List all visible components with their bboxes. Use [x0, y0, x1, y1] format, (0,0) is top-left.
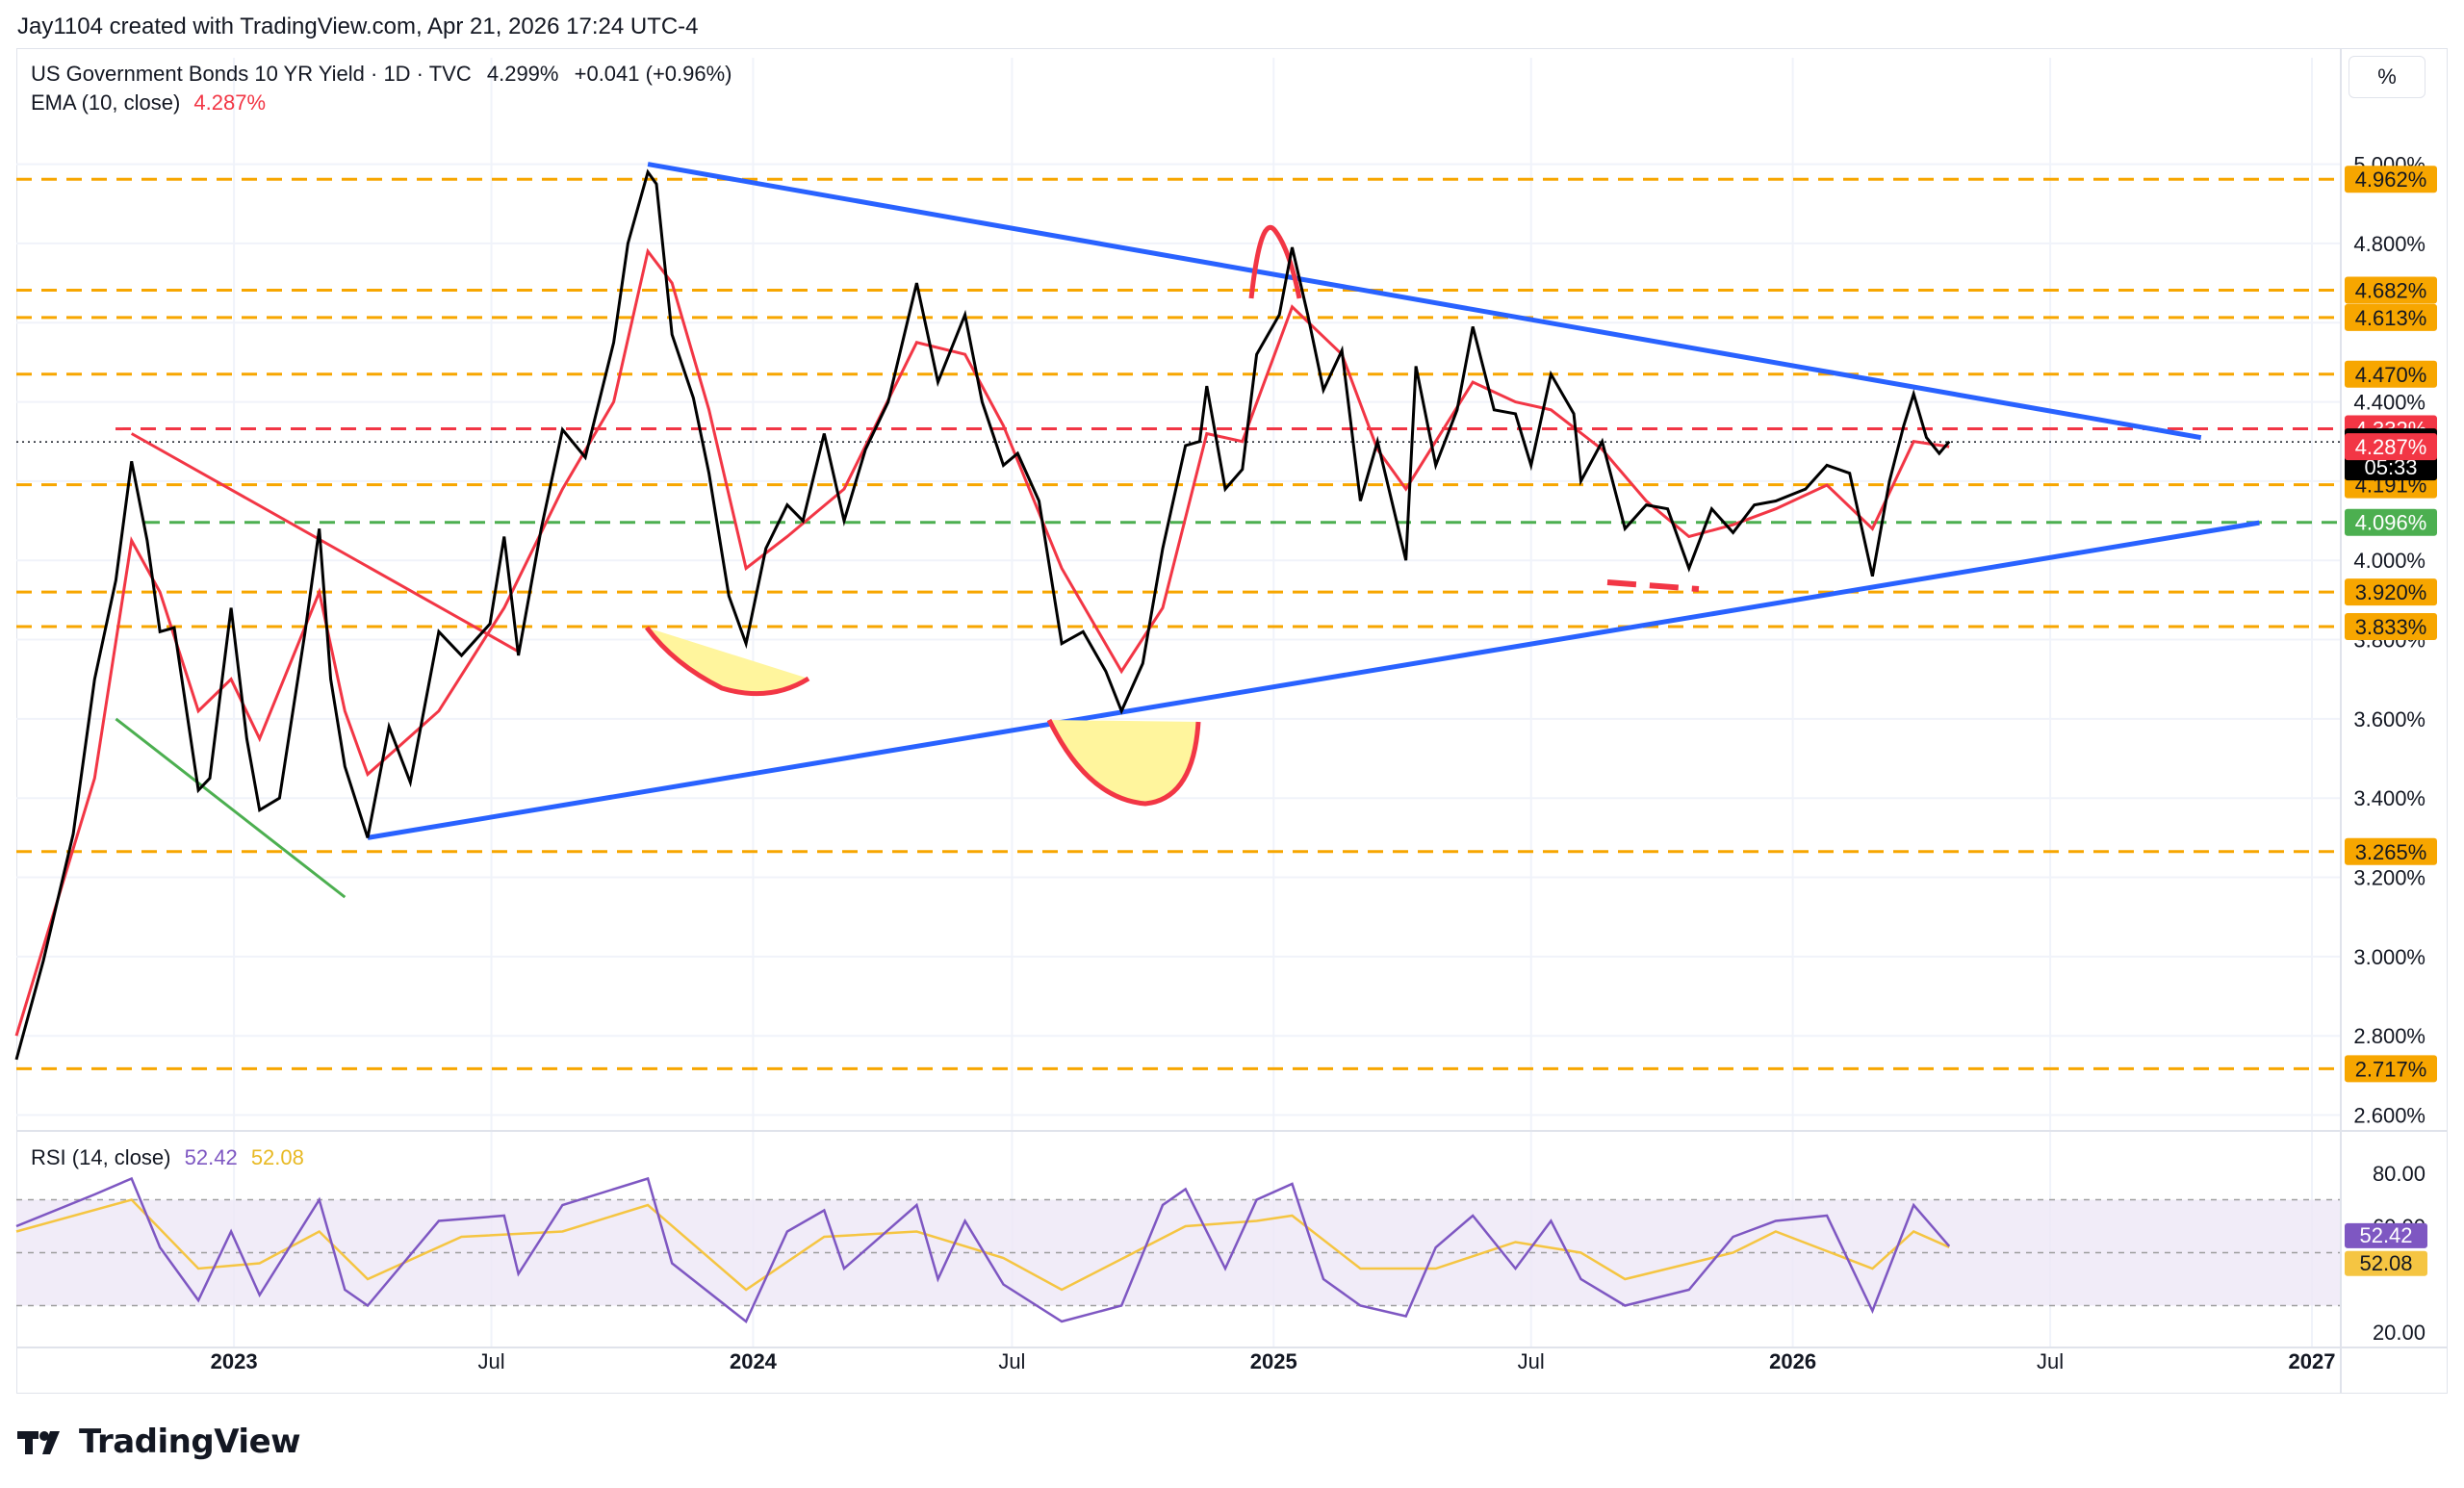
- price-change: +0.041 (+0.96%): [574, 62, 732, 86]
- level-tag-text: 4.613%: [2355, 306, 2427, 330]
- level-tag-text: 4.682%: [2355, 278, 2427, 302]
- level-tag-4.613%: [2345, 303, 2437, 331]
- price-axis-label: 2.600%: [2353, 1104, 2426, 1128]
- price-axis-label: 4.400%: [2353, 391, 2426, 415]
- level-tag-text: 3.265%: [2355, 840, 2427, 864]
- price-axis-label: 3.200%: [2353, 866, 2426, 890]
- horizontal-levels: [16, 177, 2341, 1070]
- rsi-axis-label: 80.00: [2373, 1162, 2426, 1186]
- level-tag-text: 3.920%: [2355, 580, 2427, 604]
- symbol-legend[interactable]: US Government Bonds 10 YR Yield · 1D · T…: [31, 62, 732, 87]
- time-axis-label: Jul: [2037, 1349, 2064, 1373]
- level-tag-4.096%: [2345, 508, 2437, 536]
- rsi-value-tag: [2345, 1222, 2427, 1248]
- level-tag-4.962%: [2345, 166, 2437, 193]
- trendline-green: [115, 717, 346, 899]
- tradingview-logo-text: TradingView: [79, 1423, 301, 1461]
- rsi-line: [15, 1176, 1951, 1323]
- time-axis-label: 2024: [730, 1349, 778, 1373]
- tradingview-logo[interactable]: TradingView: [17, 1423, 301, 1461]
- symbol-title: US Government Bonds 10 YR Yield · 1D · T…: [31, 62, 472, 86]
- level-tag-text: 2.717%: [2355, 1057, 2427, 1081]
- price-line[interactable]: [14, 168, 1951, 1061]
- level-tag-3.920%: [2345, 578, 2437, 606]
- trendline-blue: [367, 520, 2260, 840]
- time-axis: 2023 Jul 2024 Jul 2025 Jul 2026 Jul 2027: [16, 1347, 2448, 1373]
- trendlines: [115, 162, 2260, 899]
- rsi-ma-value: 52.08: [250, 1145, 304, 1169]
- time-axis-label: Jul: [477, 1349, 504, 1373]
- price-axis-tags: 4.962%4.682%4.613%4.470%4.332%4.191%4.09…: [2345, 166, 2437, 1276]
- highlight-support-dashes: [1606, 579, 1700, 592]
- level-tag-4.682%: [2345, 276, 2437, 304]
- highlight-2023-low: [644, 626, 810, 697]
- chart-frame: [16, 48, 2448, 1394]
- price-axis-label: 4.800%: [2353, 232, 2426, 256]
- grid-lines: [16, 58, 2341, 1347]
- drawing-annotations: [644, 224, 1700, 807]
- time-axis-label: Jul: [998, 1349, 1025, 1373]
- price-axis-label: 4.000%: [2353, 549, 2426, 573]
- trendline-blue: [647, 162, 2202, 441]
- rsi-value: 52.42: [184, 1145, 238, 1169]
- price-axis-label: 2.800%: [2353, 1024, 2426, 1048]
- level-tag-text: 4.096%: [2355, 511, 2427, 535]
- time-axis-label: Jul: [1518, 1349, 1545, 1373]
- time-axis-label: 2026: [1769, 1349, 1816, 1373]
- rsi-band: [16, 1199, 2341, 1306]
- price-axis: 5.000%4.800%4.600%4.400%4.200%4.000%3.80…: [2340, 48, 2426, 1394]
- ema-price-tag: [2345, 433, 2437, 461]
- rsi-value-tag-text: 52.42: [2359, 1223, 2412, 1247]
- tradingview-logo-icon: [17, 1431, 60, 1454]
- trendline-red: [130, 432, 520, 654]
- price-axis-label: 3.600%: [2353, 707, 2426, 731]
- time-axis-label: 2023: [211, 1349, 258, 1373]
- level-tag-3.265%: [2345, 837, 2437, 865]
- rsi-pane: [15, 1130, 2448, 1323]
- highlight-2024-low: [1046, 718, 1201, 807]
- highlight-2024-low-fill: [1049, 720, 1198, 804]
- level-tag-2.717%: [2345, 1055, 2437, 1083]
- level-tag-text: 4.470%: [2355, 363, 2427, 387]
- ema-price-tag-text: 4.287%: [2355, 435, 2427, 459]
- level-tag-3.833%: [2345, 612, 2437, 640]
- rsi-ma-value-tag: [2345, 1250, 2427, 1276]
- chart-credit: Jay1104 created with TradingView.com, Ap…: [17, 13, 699, 39]
- price-axis-label: 3.000%: [2353, 945, 2426, 969]
- ema-value: 4.287%: [193, 90, 267, 115]
- ema-line[interactable]: [14, 247, 1950, 1037]
- time-axis-label: 2027: [2289, 1349, 2336, 1373]
- rsi-ma-value-tag-text: 52.08: [2359, 1251, 2412, 1275]
- price-axis-label: 3.400%: [2353, 786, 2426, 810]
- ema-legend[interactable]: EMA (10, close) 4.287%: [31, 90, 266, 115]
- rsi-label: RSI (14, close): [31, 1145, 171, 1169]
- rsi-legend[interactable]: RSI (14, close) 52.42 52.08: [31, 1145, 304, 1170]
- rsi-axis-label: 20.00: [2373, 1321, 2426, 1345]
- rsi-ma-line: [15, 1198, 1950, 1292]
- level-tag-text: 3.833%: [2355, 615, 2427, 639]
- level-tag-4.470%: [2345, 360, 2437, 388]
- time-axis-label: 2025: [1250, 1349, 1297, 1373]
- level-tag-text: 4.962%: [2355, 167, 2427, 192]
- last-price: 4.299%: [486, 62, 559, 86]
- percent-scale-button[interactable]: %: [2348, 56, 2426, 98]
- ema-label: EMA (10, close): [31, 90, 181, 115]
- highlight-2025-top: [1248, 224, 1302, 299]
